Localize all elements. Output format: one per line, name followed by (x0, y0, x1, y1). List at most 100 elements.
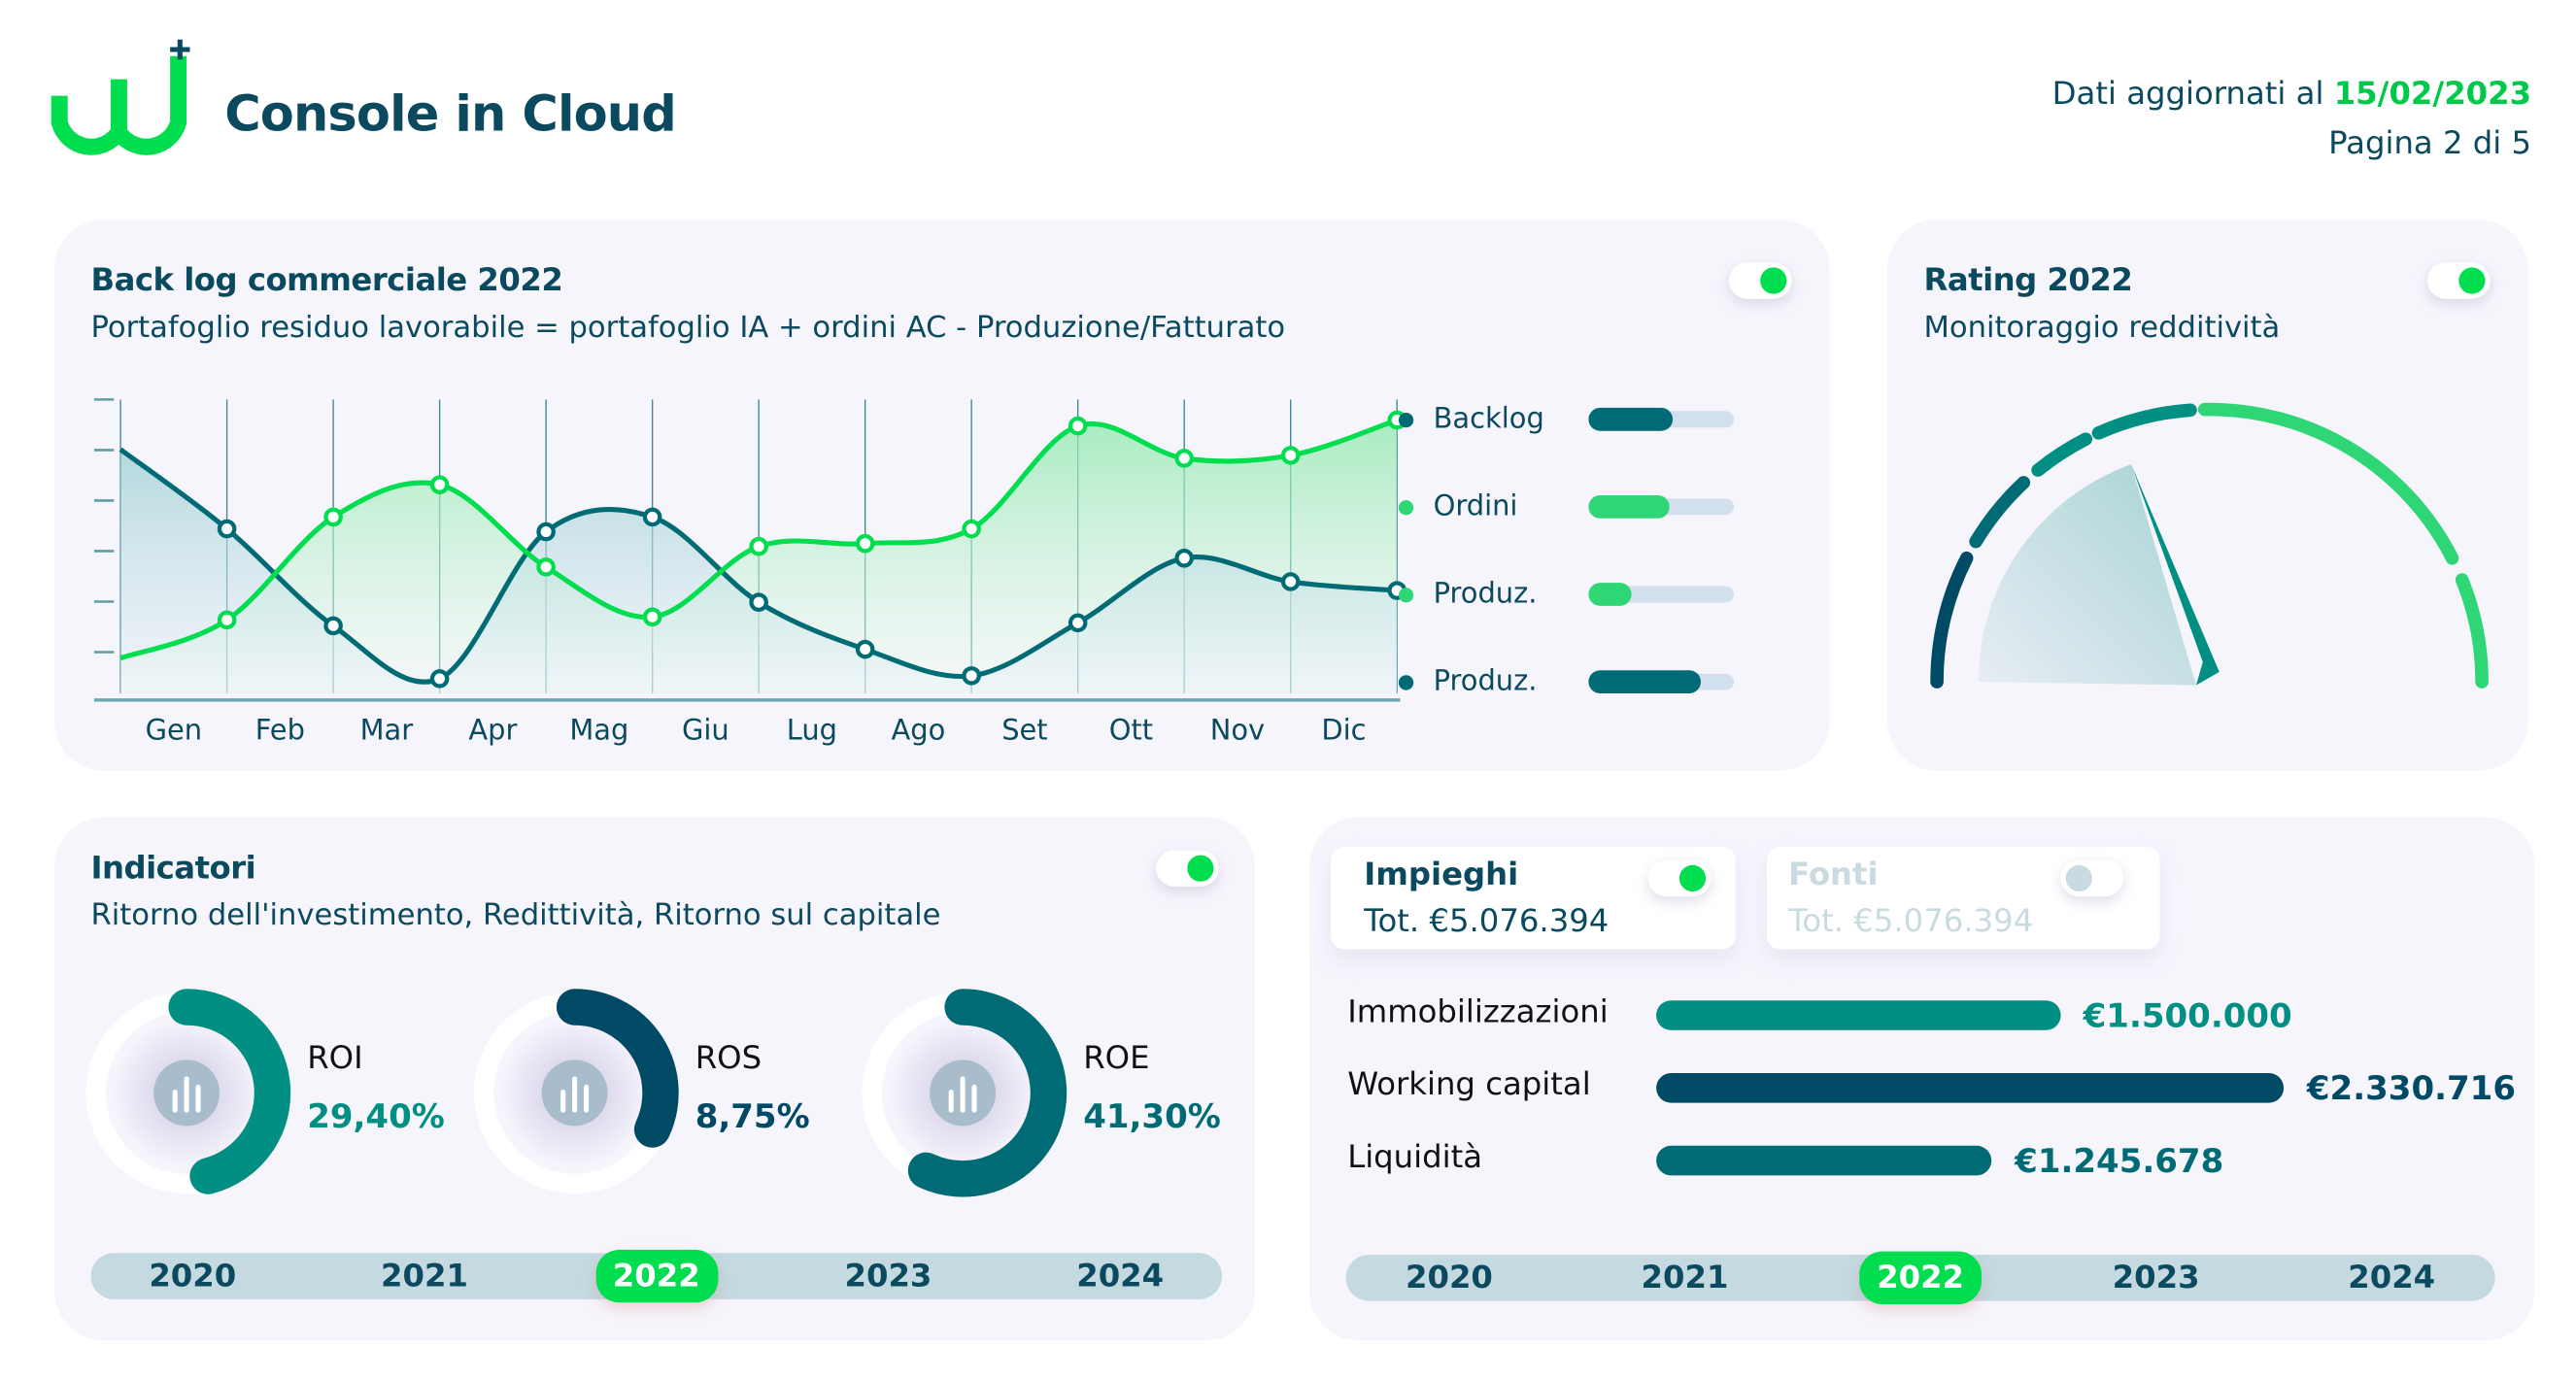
legend-progress-fill (1588, 583, 1631, 606)
tab-total: Tot. €5.076.394 (1364, 902, 1610, 940)
data-point-ordini (1280, 446, 1301, 465)
data-point-backlog (1174, 549, 1194, 568)
tab-title: Impieghi (1364, 857, 1519, 893)
bar-value: €2.330.716 (2306, 1067, 2517, 1108)
data-point-ordini (962, 519, 981, 539)
data-point-ordini (855, 533, 875, 554)
donut-chart (862, 989, 1068, 1197)
year-2024[interactable]: 2024 (2348, 1260, 2436, 1296)
bar-2 (1656, 1145, 1992, 1176)
x-tick-label: Set (1001, 714, 1047, 747)
donut-chart (473, 989, 679, 1194)
data-point-ordini (217, 610, 237, 630)
indicators-subtitle: Ritorno dell'investimento, Redittività, … (90, 897, 941, 933)
tab-total: Tot. €5.076.394 (1788, 902, 2034, 940)
year-2020[interactable]: 2020 (149, 1258, 237, 1295)
balance-panel: Impieghi Tot. €5.076.394 Fonti Tot. €5.0… (1309, 817, 2535, 1341)
kpi-value: 8,75% (695, 1095, 810, 1136)
x-tick-label: Giu (682, 714, 729, 747)
indicators-year-selector: 2020 2021 2022 2023 2024 (90, 1249, 1222, 1303)
x-tick-label: Lug (787, 714, 837, 747)
kpi-value: 41,30% (1083, 1095, 1221, 1136)
data-point-ordini (323, 507, 343, 527)
rating-toggle[interactable] (2427, 262, 2491, 299)
indicators-panel: Indicatori Ritorno dell'investimento, Re… (54, 817, 1256, 1341)
rating-title: Rating 2022 (1923, 262, 2133, 299)
app-title: Console in Cloud (224, 85, 677, 144)
legend-progress-bar (1588, 670, 1734, 693)
year-2020[interactable]: 2020 (1405, 1260, 1493, 1296)
legend-dot-icon (1398, 499, 1414, 515)
data-point-backlog (642, 507, 662, 527)
kpi-donut-roi (71, 977, 302, 1208)
data-point-ordini (1068, 416, 1088, 436)
year-2022[interactable]: 2022 (1859, 1251, 1982, 1304)
legend-progress-fill (1588, 495, 1671, 519)
legend-progress-bar (1588, 583, 1734, 606)
x-tick-label: Dic (1321, 714, 1366, 747)
gauge-segment (2197, 402, 2459, 565)
x-tick-label: Nov (1210, 714, 1265, 747)
rating-subtitle: Monitoraggio redditività (1923, 310, 2281, 346)
year-2021[interactable]: 2021 (381, 1258, 468, 1295)
gauge-segment (2091, 403, 2197, 440)
data-point-ordini (1174, 449, 1194, 468)
legend-progress-fill (1588, 670, 1701, 693)
data-point-backlog (1280, 572, 1301, 591)
year-2024[interactable]: 2024 (1076, 1258, 1165, 1295)
backlog-panel: Back log commerciale 2022 Portafoglio re… (54, 219, 1830, 771)
donut-chart (85, 989, 291, 1194)
data-point-backlog (323, 616, 343, 636)
kpi-label: ROE (1083, 1040, 1150, 1077)
legend-label: Backlog (1433, 402, 1544, 436)
backlog-toggle[interactable] (1728, 262, 1792, 299)
backlog-title: Back log commerciale 2022 (90, 262, 563, 299)
rating-panel: Rating 2022 Monitoraggio redditività (1887, 219, 2528, 771)
year-2023[interactable]: 2023 (844, 1258, 932, 1295)
gauge-segment (2455, 573, 2489, 689)
indicators-toggle[interactable] (1156, 850, 1219, 887)
last-updated: Dati aggiornati al 15/02/2023 (2052, 76, 2531, 112)
legend-item: Backlog (1398, 402, 1734, 436)
fonti-toggle[interactable] (2060, 859, 2124, 897)
data-point-backlog (217, 519, 237, 539)
donut-value-arc (556, 989, 679, 1148)
data-point-ordini (536, 557, 556, 577)
console-in-cloud-logo (51, 39, 190, 155)
legend-progress-fill (1588, 407, 1674, 431)
data-point-backlog (429, 669, 450, 689)
x-tick-label: Mar (360, 714, 414, 747)
toggle-knob (2458, 267, 2486, 294)
chart-bar-icon (583, 1084, 590, 1113)
tab-fonti[interactable]: Fonti Tot. €5.076.394 (1767, 847, 2160, 950)
data-point-ordini (642, 607, 662, 627)
tab-impieghi[interactable]: Impieghi Tot. €5.076.394 (1331, 847, 1736, 950)
legend-label: Produz. (1433, 665, 1538, 699)
impieghi-toggle[interactable] (1647, 859, 1712, 897)
data-point-ordini (749, 536, 768, 556)
gauge-segment (1969, 476, 2031, 549)
legend-progress-bar (1588, 495, 1734, 519)
data-point-backlog (749, 592, 768, 612)
year-2022[interactable]: 2022 (594, 1249, 718, 1303)
bar-value: €1.500.000 (2083, 995, 2292, 1035)
kpi-donut-ros (459, 977, 691, 1208)
x-tick-label: Gen (146, 714, 202, 747)
page-indicator: Pagina 2 di 5 (2328, 125, 2532, 162)
bar-label: Working capital (1347, 1066, 1591, 1103)
toggle-knob (1678, 864, 1707, 891)
bar-1 (1656, 1073, 2285, 1103)
chart-bar-icon (572, 1076, 578, 1113)
legend-progress-bar (1588, 407, 1734, 431)
chart-bar-icon (560, 1090, 566, 1113)
year-2021[interactable]: 2021 (1641, 1260, 1729, 1296)
updated-date: 15/02/2023 (2333, 76, 2532, 113)
chart-bar-icon (960, 1076, 966, 1113)
backlog-subtitle: Portafoglio residuo lavorabile = portafo… (90, 310, 1286, 346)
updated-label: Dati aggiornati al (2051, 76, 2324, 113)
x-tick-label: Mag (569, 714, 628, 747)
data-point-ordini (429, 475, 450, 494)
year-2023[interactable]: 2023 (2112, 1260, 2200, 1296)
data-point-backlog (536, 521, 556, 542)
chart-bar-icon (948, 1090, 954, 1113)
